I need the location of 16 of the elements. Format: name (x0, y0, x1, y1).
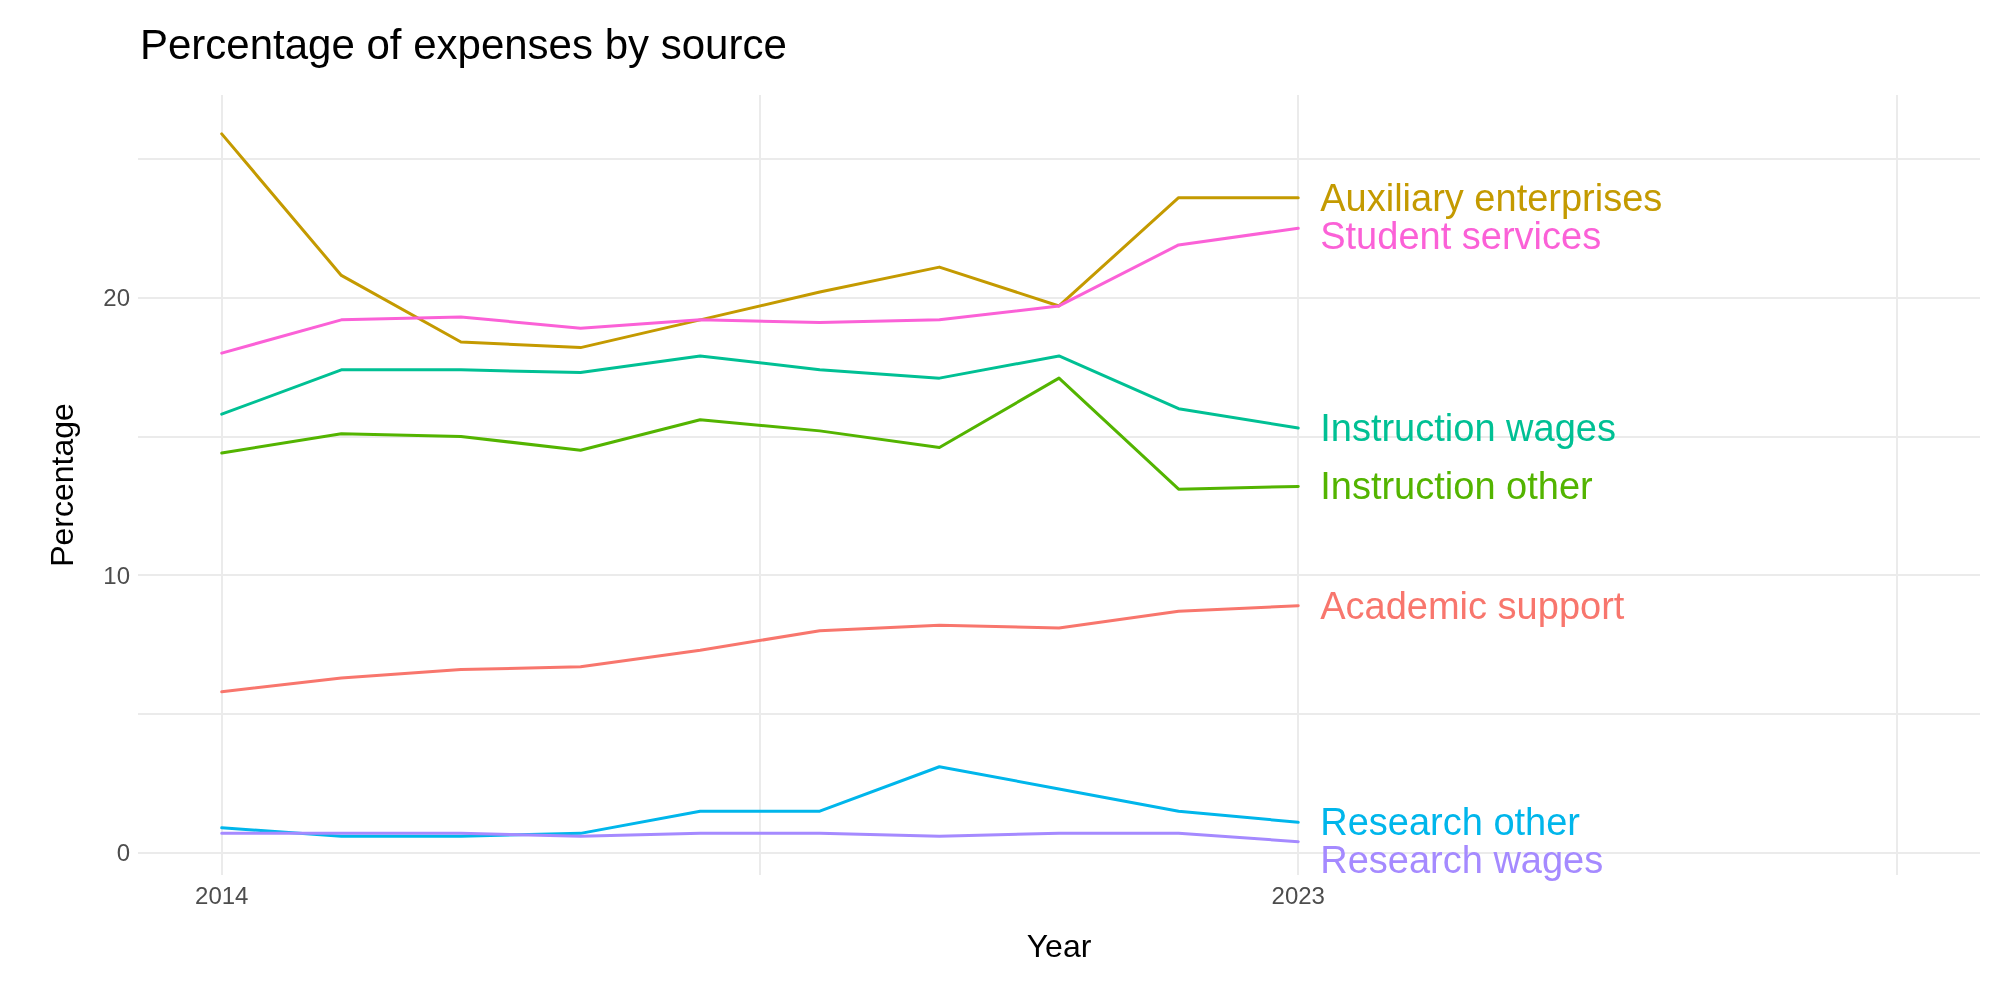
chart-title: Percentage of expenses by source (140, 20, 787, 68)
y-tick-label: 10 (103, 561, 130, 589)
y-axis-title: Percentage (44, 403, 80, 567)
x-tick-label: 2014 (195, 881, 249, 909)
series-label: Academic support (1320, 584, 1625, 627)
y-tick-label: 20 (103, 284, 130, 312)
line-series (220, 132, 1300, 350)
line-series (220, 376, 1300, 491)
line-series (220, 226, 1300, 355)
series-label: Instruction other (1320, 465, 1594, 508)
y-tick-label: 0 (116, 839, 130, 867)
x-tick-label: 2023 (1271, 881, 1325, 909)
x-axis-title: Year (1026, 928, 1092, 964)
line-series (220, 604, 1300, 694)
line-series (220, 354, 1300, 430)
series-label: Instruction wages (1320, 407, 1616, 450)
